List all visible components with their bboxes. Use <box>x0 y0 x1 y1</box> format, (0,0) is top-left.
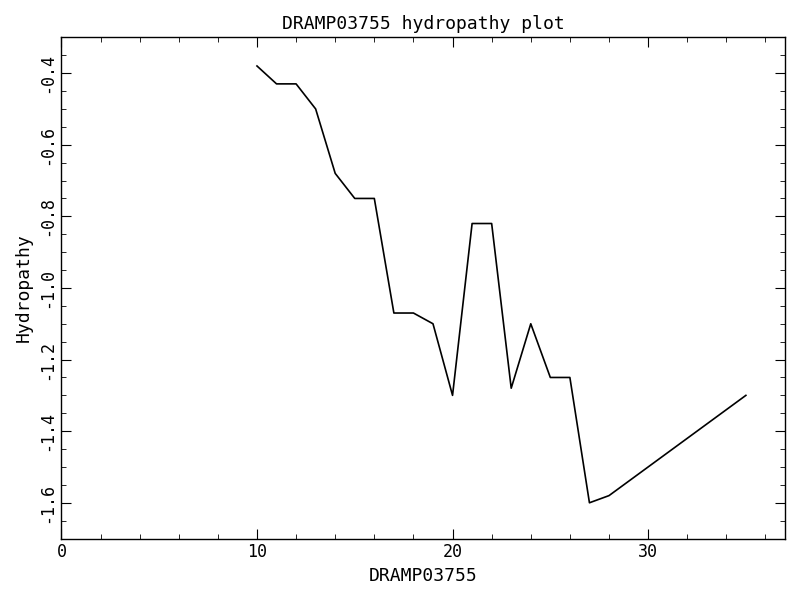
X-axis label: DRAMP03755: DRAMP03755 <box>369 567 478 585</box>
Title: DRAMP03755 hydropathy plot: DRAMP03755 hydropathy plot <box>282 15 565 33</box>
Y-axis label: Hydropathy: Hydropathy <box>15 233 33 343</box>
